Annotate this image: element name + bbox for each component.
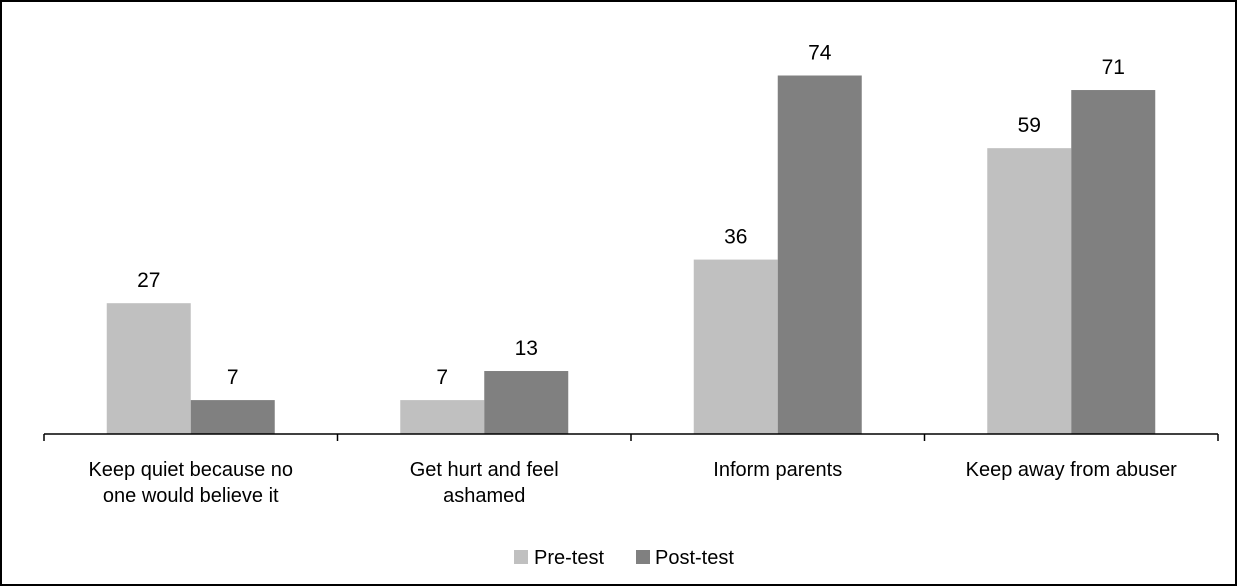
legend-label-pre-test: Pre-test [534, 547, 604, 569]
value-label-post-test-0: 7 [227, 366, 239, 389]
legend-swatch-pre-test [514, 550, 528, 564]
bar-pre-test-1 [400, 400, 485, 434]
value-label-pre-test-2: 36 [724, 226, 747, 249]
category-label-2: Inform parents [713, 459, 842, 481]
legend-swatch-post-test [636, 550, 650, 564]
value-label-pre-test-3: 59 [1018, 114, 1041, 137]
value-label-post-test-1: 13 [515, 337, 538, 360]
bar-pre-test-0 [106, 303, 191, 434]
x-axis [43, 433, 1219, 441]
value-labels-layer: 27 7 7 13 36 74 59 71 [137, 42, 1125, 390]
bar-post-test-0 [190, 400, 275, 434]
value-label-pre-test-1: 7 [436, 366, 448, 389]
category-label-3: Keep away from abuser [966, 459, 1178, 481]
bar-post-test-1 [484, 371, 569, 434]
value-label-post-test-2: 74 [808, 42, 832, 65]
bar-pre-test-2 [693, 259, 778, 434]
bar-post-test-3 [1071, 90, 1156, 434]
value-label-post-test-3: 71 [1102, 56, 1125, 79]
bar-post-test-2 [777, 75, 862, 434]
bar-pre-test-3 [987, 148, 1072, 434]
category-labels-layer: Keep quiet because no one would believe i… [88, 459, 1177, 507]
category-label-1: Get hurt and feel ashamed [410, 459, 559, 507]
bars-layer [106, 75, 1156, 434]
category-label-0: Keep quiet because no one would believe i… [88, 459, 293, 507]
legend: Pre-test Post-test [514, 547, 734, 569]
legend-label-post-test: Post-test [655, 547, 734, 569]
value-label-pre-test-0: 27 [137, 269, 160, 292]
